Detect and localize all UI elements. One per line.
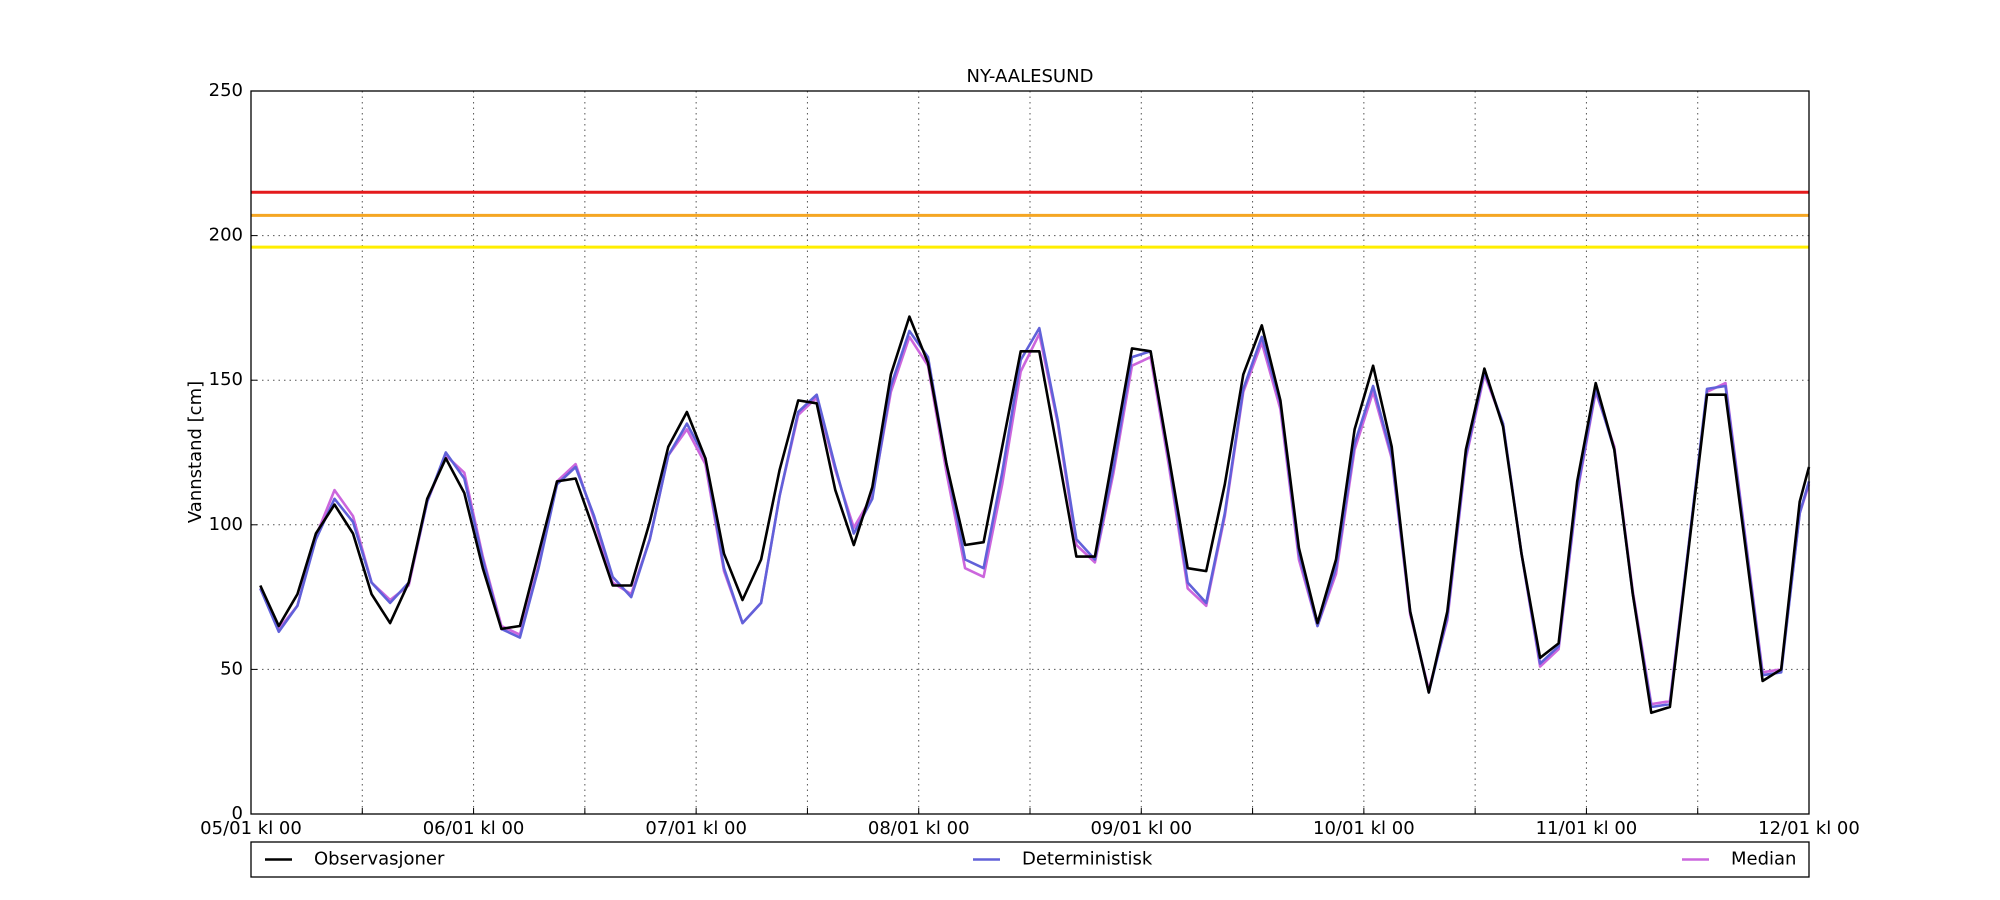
y-tick-label: 0 xyxy=(232,803,243,824)
plot-frame xyxy=(250,90,1810,815)
legend-label: Deterministisk xyxy=(1022,849,1153,870)
x-tick-label: 09/01 kl 00 xyxy=(1090,818,1192,839)
y-tick-label: 50 xyxy=(220,658,243,679)
chart-title: NY-AALESUND xyxy=(967,66,1094,87)
x-tick-label: 06/01 kl 00 xyxy=(423,818,525,839)
legend-label: Median xyxy=(1731,849,1796,870)
x-tick-label: 10/01 kl 00 xyxy=(1313,818,1415,839)
legend-label: Observasjoner xyxy=(314,849,445,870)
x-tick-label: 08/01 kl 00 xyxy=(868,818,970,839)
series-line xyxy=(259,332,1811,706)
y-tick-label: 250 xyxy=(209,80,243,101)
series-line xyxy=(259,315,1811,715)
x-tick-label: 05/01 kl 00 xyxy=(200,818,302,839)
y-axis-label: Vannstand [cm] xyxy=(185,381,206,523)
legend-box xyxy=(250,841,1810,878)
x-tick-label: 11/01 kl 00 xyxy=(1536,818,1638,839)
y-tick-label: 150 xyxy=(209,369,243,390)
y-tick-label: 100 xyxy=(209,514,243,535)
y-tick-label: 200 xyxy=(209,225,243,246)
x-tick-label: 07/01 kl 00 xyxy=(645,818,747,839)
series-line xyxy=(259,326,1811,709)
x-tick-label: 12/01 kl 00 xyxy=(1758,818,1860,839)
